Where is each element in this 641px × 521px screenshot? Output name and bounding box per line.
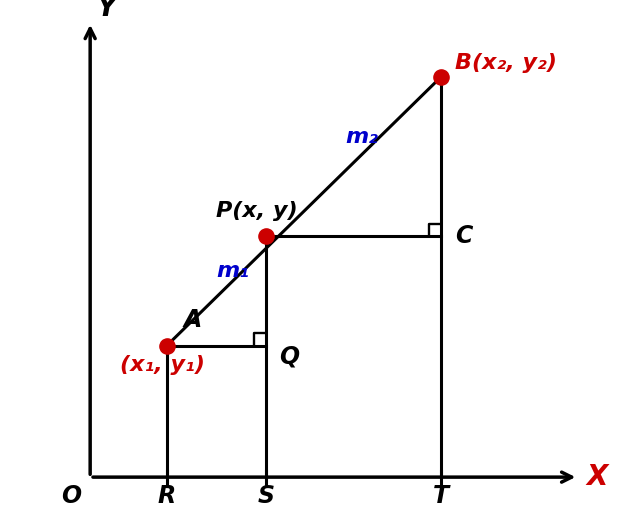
Text: X: X xyxy=(587,463,608,491)
Text: O: O xyxy=(61,485,81,508)
Text: S: S xyxy=(257,485,274,508)
Point xyxy=(162,341,172,350)
Text: C: C xyxy=(455,224,472,248)
Point xyxy=(436,72,446,81)
Point xyxy=(260,232,271,240)
Text: m₁: m₁ xyxy=(216,262,249,281)
Text: P(x, y): P(x, y) xyxy=(216,201,298,221)
Text: Q: Q xyxy=(279,344,299,368)
Text: R: R xyxy=(158,485,176,508)
Text: m₂: m₂ xyxy=(345,127,378,147)
Text: T: T xyxy=(433,485,449,508)
Text: (x₁, y₁): (x₁, y₁) xyxy=(121,355,205,375)
Text: Y: Y xyxy=(97,0,117,22)
Text: A: A xyxy=(183,308,202,332)
Text: B(x₂, y₂): B(x₂, y₂) xyxy=(455,53,557,73)
